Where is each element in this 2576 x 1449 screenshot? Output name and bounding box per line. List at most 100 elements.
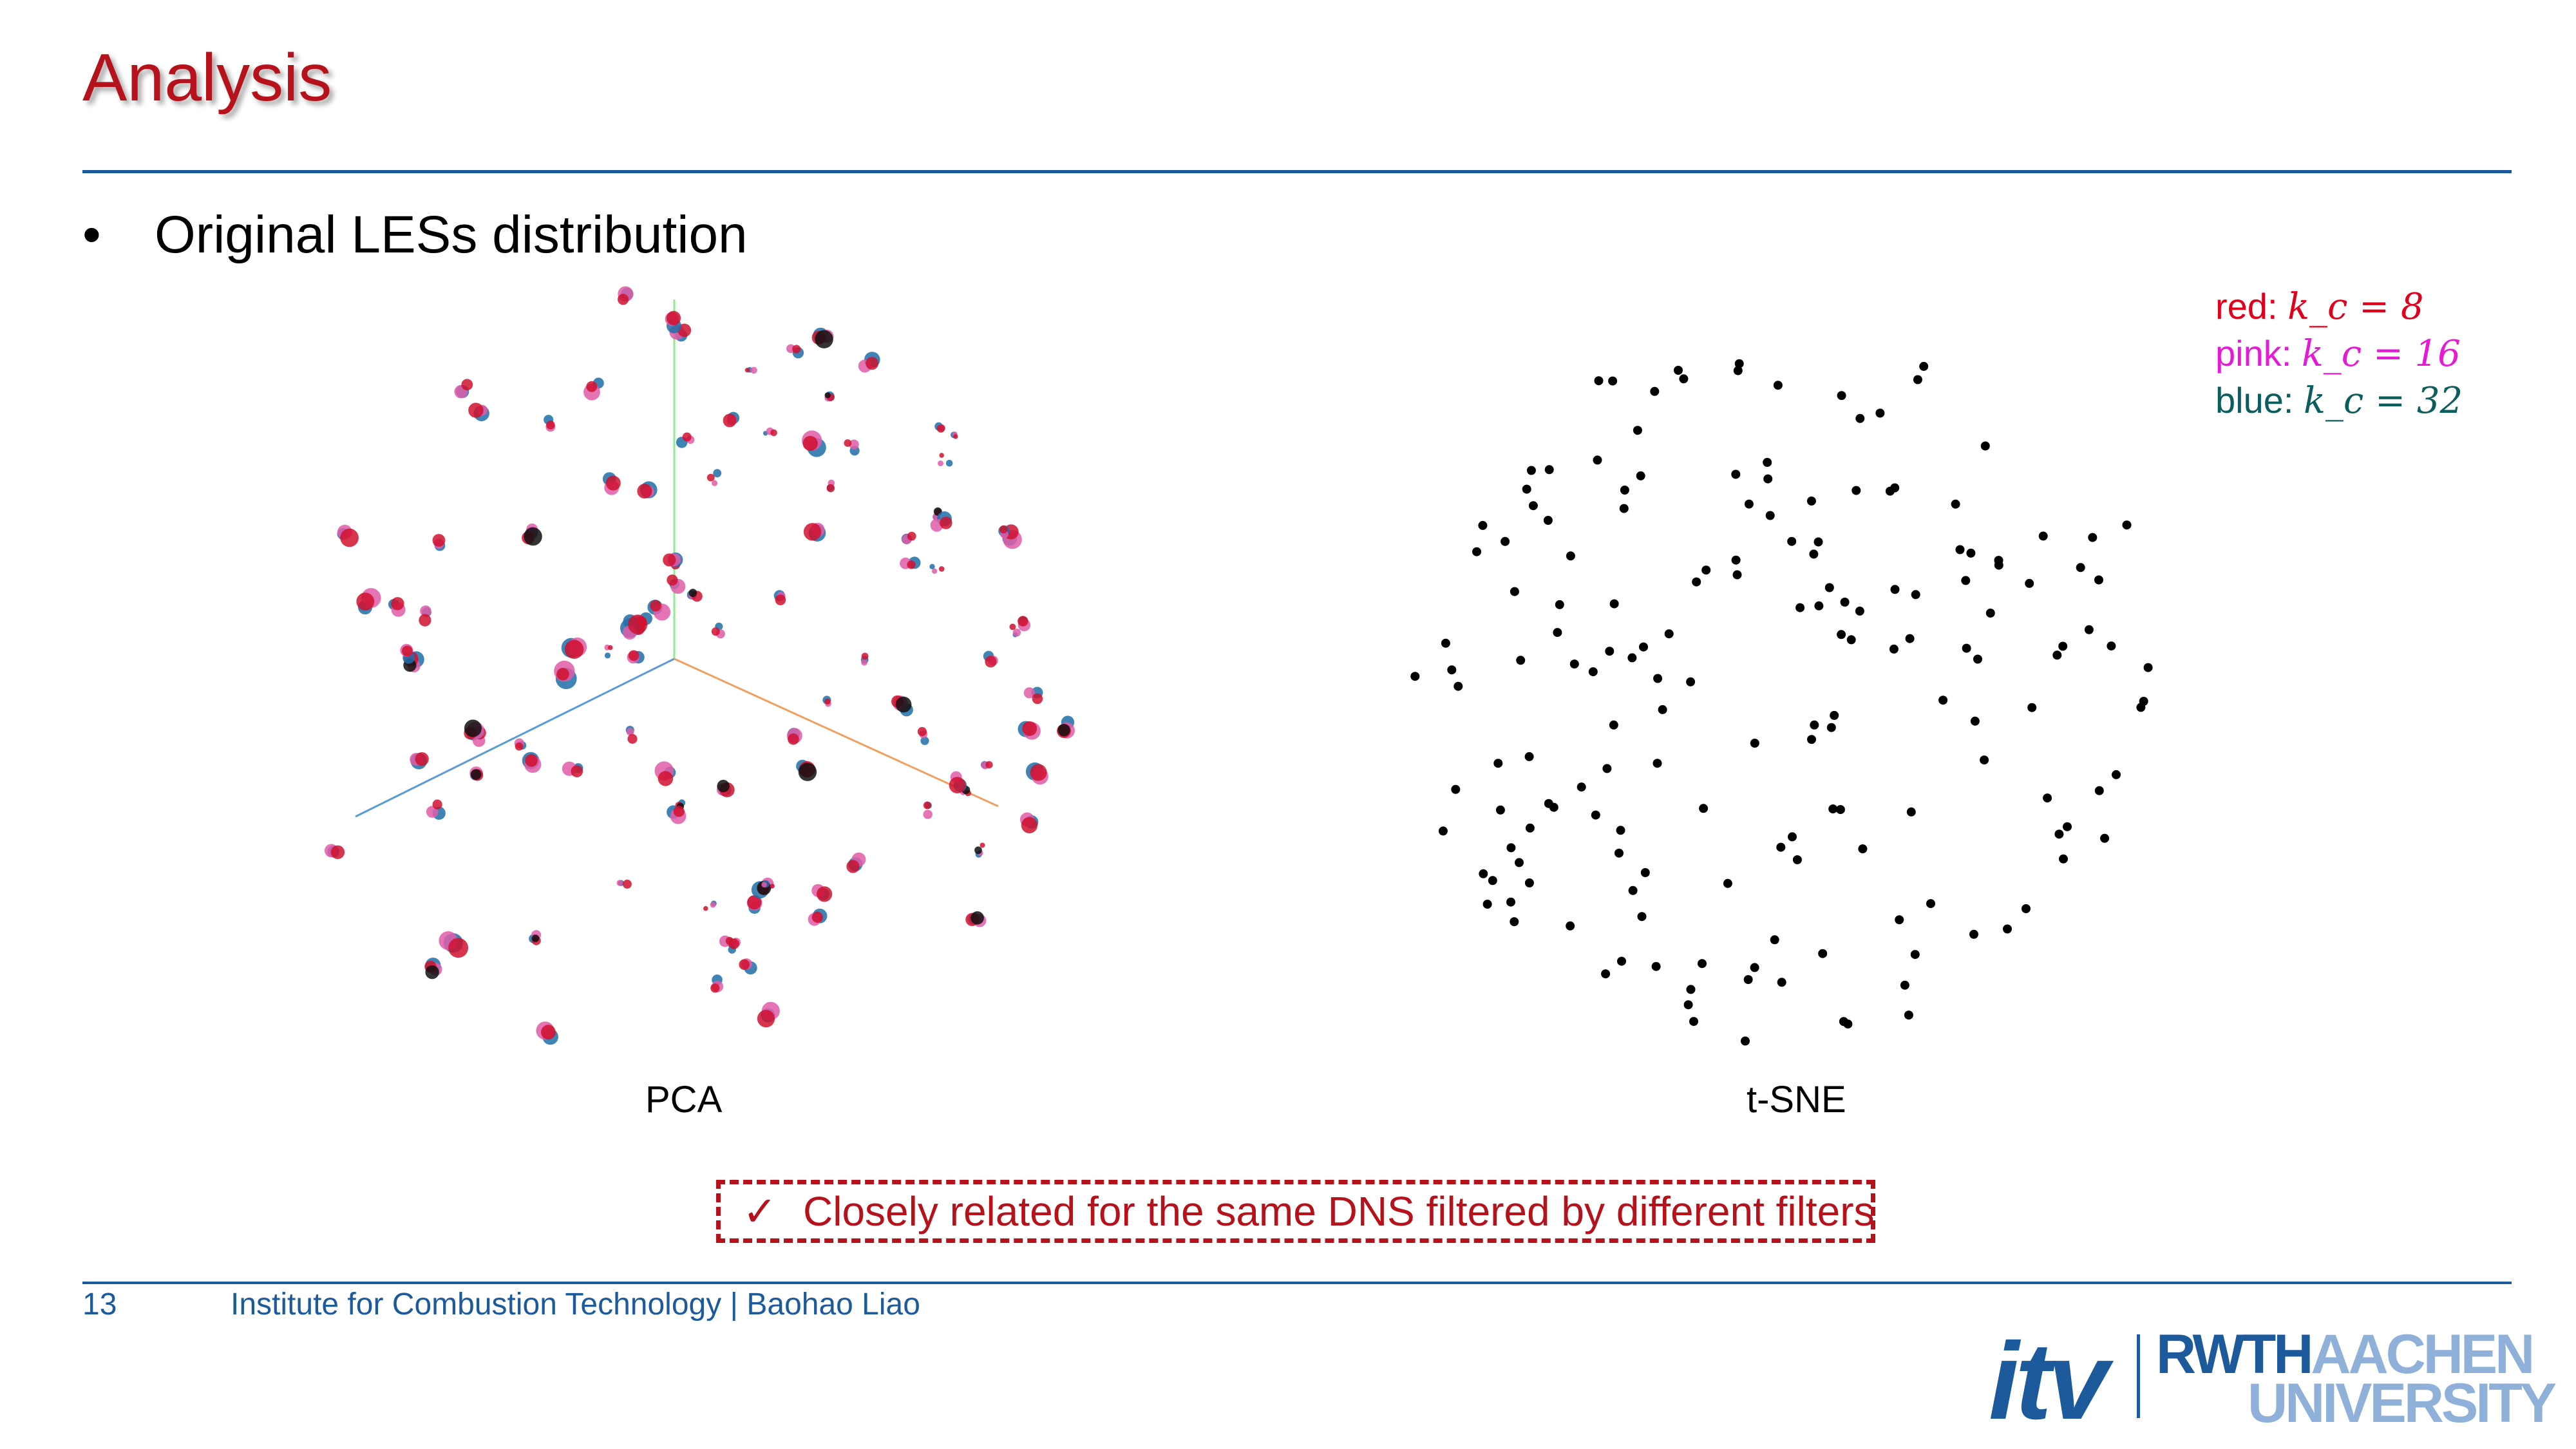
tsne-point — [1522, 484, 1531, 494]
tsne-point — [1524, 752, 1534, 761]
pca-point — [461, 379, 473, 391]
pca-point — [980, 842, 985, 848]
pca-point — [931, 568, 938, 574]
tsne-point — [1591, 810, 1600, 820]
tsne-point — [2054, 829, 2064, 839]
tsne-point — [1913, 375, 1922, 384]
tsne-point — [1843, 1019, 1853, 1029]
tsne-point — [1689, 1017, 1698, 1027]
tsne-point — [1765, 511, 1775, 520]
pca-point — [770, 429, 777, 437]
pca-point — [586, 381, 598, 392]
tsne-point-cloud — [1410, 359, 2153, 1046]
pca-point — [626, 728, 634, 736]
tsne-point — [1636, 471, 1645, 480]
tsne-point — [1858, 844, 1868, 854]
tsne-point — [2027, 703, 2037, 712]
tsne-point — [1741, 1036, 1750, 1046]
tsne-point — [1615, 848, 1624, 858]
tsne-point — [2022, 904, 2031, 913]
filter-legend: red: k_c = 8 pink: k_c = 16 blue: k_c = … — [2215, 283, 2463, 424]
pca-point — [728, 938, 739, 949]
tsne-point — [2084, 625, 2094, 634]
legend-eq-pink: k_c = 16 — [2301, 333, 2461, 375]
tsne-point — [1616, 826, 1625, 835]
pca-point — [1032, 693, 1043, 705]
pca-axis-z — [674, 658, 999, 808]
tsne-point — [1810, 720, 1819, 730]
pca-point — [713, 469, 722, 478]
pca-point — [929, 564, 935, 569]
tsne-point — [1814, 601, 1824, 611]
tsne-point — [1515, 858, 1524, 867]
pca-point — [432, 799, 442, 810]
tsne-point — [1553, 628, 1562, 638]
tsne-point — [1506, 843, 1516, 853]
pca-point — [425, 965, 439, 980]
pca-point — [824, 392, 831, 399]
tsne-point — [1788, 832, 1797, 842]
tsne-point — [1640, 868, 1650, 877]
tsne-point — [1890, 585, 1900, 594]
pca-point — [775, 594, 786, 605]
tsne-point — [1846, 635, 1856, 645]
tsne-point — [2058, 641, 2068, 651]
tsne-point — [1472, 547, 1481, 556]
pca-point — [1021, 817, 1037, 833]
tsne-point — [1593, 455, 1602, 465]
pca-point — [939, 453, 944, 458]
pca-point — [628, 650, 639, 661]
legend-prefix-pink: pink: — [2215, 333, 2302, 374]
legend-eq-blue: k_c = 32 — [2304, 380, 2463, 422]
pca-point — [515, 742, 524, 751]
tsne-point — [1451, 784, 1461, 794]
tsne-point — [1510, 917, 1519, 927]
tsne-point — [1830, 710, 1839, 720]
pca-point — [895, 696, 912, 713]
tsne-point — [1495, 805, 1505, 815]
tsne-point — [2025, 578, 2034, 588]
tsne-point — [1628, 886, 1638, 895]
pca-point — [861, 652, 869, 660]
conclusion-callout: ✓ Closely related for the same DNS filte… — [716, 1180, 1875, 1243]
tsne-point — [1438, 826, 1448, 836]
tsne-point — [2043, 793, 2052, 803]
pca-point — [658, 771, 674, 786]
pca-point — [923, 801, 931, 810]
tsne-point — [1837, 630, 1846, 639]
tsne-point — [1528, 501, 1538, 511]
tsne-point — [1594, 376, 1604, 386]
pca-point — [637, 484, 652, 499]
tsne-point — [1855, 413, 1865, 423]
tsne-point — [1900, 980, 1909, 990]
tsne-plot — [1410, 359, 2153, 1046]
pca-point — [402, 645, 413, 657]
tsne-point — [1994, 560, 2003, 570]
tsne-point — [1639, 642, 1648, 652]
tsne-point — [1763, 458, 1772, 467]
tsne-point — [1679, 374, 1689, 384]
tsne-point — [1895, 915, 1904, 925]
tsne-point — [1524, 878, 1534, 887]
tsne-point — [1482, 900, 1492, 909]
pca-point — [432, 534, 446, 547]
pca-point — [1018, 616, 1028, 627]
tsne-point — [1566, 551, 1575, 561]
tsne-point — [1617, 956, 1626, 966]
tsne-point — [1569, 659, 1579, 669]
tsne-point — [1911, 590, 1920, 600]
tsne-point — [1875, 408, 1885, 418]
pca-point — [663, 553, 676, 567]
pca-point — [1022, 721, 1037, 736]
pca-point — [739, 959, 750, 971]
tsne-point — [1566, 921, 1575, 931]
tsne-point — [2076, 563, 2085, 573]
pca-point — [340, 528, 359, 547]
tsne-point — [1544, 465, 1554, 475]
tsne-point — [1910, 950, 1920, 960]
pca-point — [940, 516, 952, 529]
pca-point — [605, 475, 621, 491]
tsne-point — [1501, 536, 1510, 546]
tsne-point — [1777, 978, 1786, 987]
pca-point — [788, 734, 799, 745]
